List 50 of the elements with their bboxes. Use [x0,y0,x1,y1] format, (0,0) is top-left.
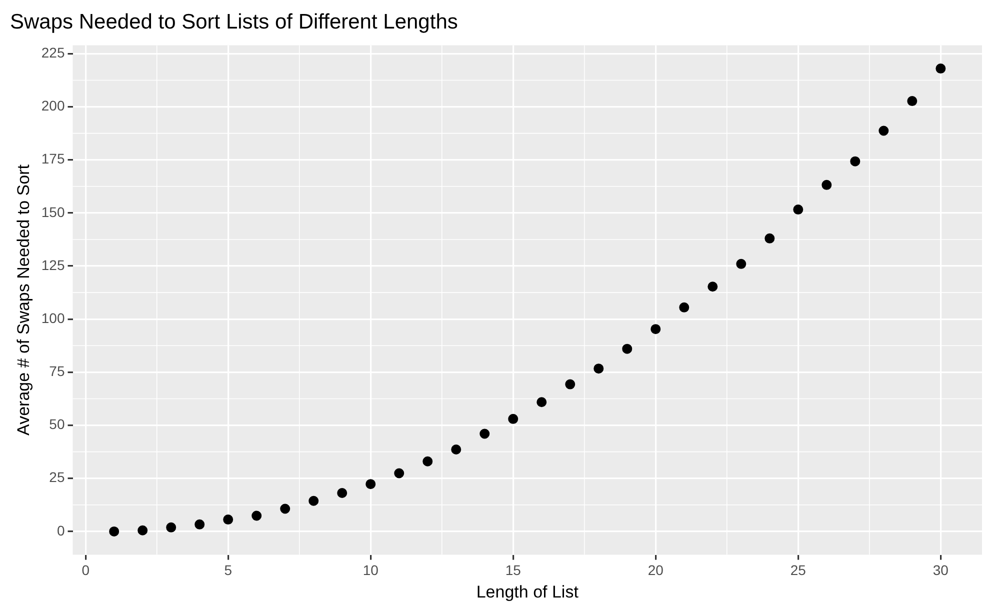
y-tick-label: 0 [56,522,65,538]
point [223,514,234,525]
y-tick-label: 225 [41,44,65,61]
y-tick-label: 150 [41,204,65,220]
y-tick-label: 25 [49,469,65,486]
point [622,344,632,354]
point [679,302,690,312]
x-tick-label: 10 [362,562,379,578]
y-tick-label: 75 [49,363,65,380]
point [565,379,576,390]
point [907,96,918,106]
y-tick-label: 100 [41,310,65,326]
y-tick-label: 175 [41,150,65,167]
point [194,519,205,530]
point [508,414,518,424]
x-tick-label: 15 [505,562,522,578]
point [138,525,148,536]
x-tick-label: 0 [82,562,90,578]
point [850,156,860,166]
x-tick-label: 30 [932,562,949,578]
point [764,233,775,244]
point [337,488,348,498]
y-axis-title: Average # of Swaps Needed to Sort [14,164,33,436]
point [109,526,120,536]
y-tick-label: 50 [49,416,65,432]
point [736,258,746,269]
y-tick-label: 125 [41,256,65,273]
point [394,468,404,478]
point [280,504,290,514]
point [536,397,547,408]
point [366,479,376,490]
point [252,510,262,521]
point [793,204,804,215]
point [480,428,490,439]
y-tick-label: 200 [41,98,65,114]
point [936,64,946,74]
point [708,282,718,292]
point [650,324,661,334]
point [451,444,462,454]
point [422,456,433,466]
point [308,496,319,506]
x-tick-label: 5 [224,562,232,578]
point [166,522,176,532]
point [878,126,889,136]
point [822,180,832,190]
x-axis-title: Length of List [476,582,579,602]
chart-title: Swaps Needed to Sort Lists of Different Lengths [10,10,458,34]
point [594,364,604,374]
x-tick-label: 25 [790,562,806,578]
x-tick-label: 20 [648,562,664,578]
